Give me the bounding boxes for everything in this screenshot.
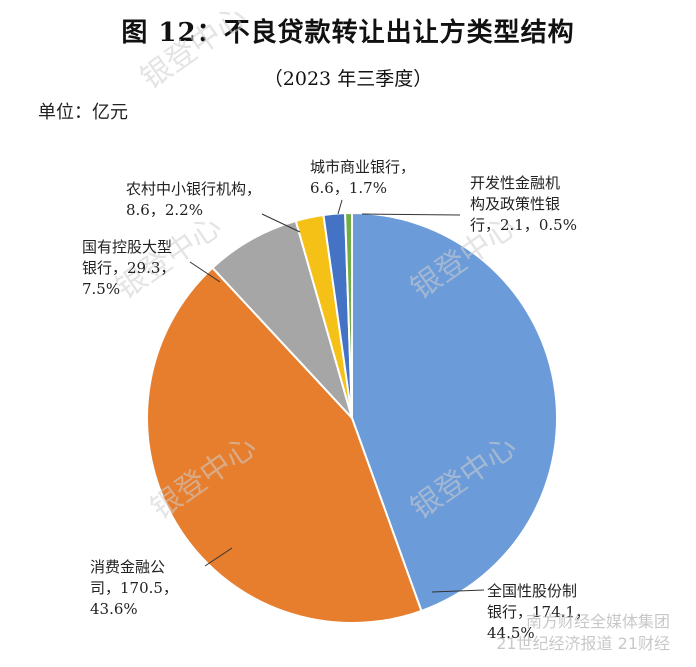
leader-line-4 [337,199,343,215]
slice-label-2: 国有控股大型 [82,238,172,256]
slice-label-4: 城市商业银行， [310,158,415,176]
slice-label-3: 农村中小银行机构， [126,180,261,198]
leader-line-5 [361,213,461,216]
publisher-watermark-line2: 21世纪经济报道 21财经 [496,634,670,653]
unit-label: 单位：亿元 [38,102,128,123]
pie-slice-2 [211,219,353,419]
leader-line-1 [204,547,233,567]
publisher-watermark: 南方财经全媒体集团 21世纪经济报道 21财经 [496,611,670,655]
slice-label-0: 全国性股份制 [487,582,577,600]
pie-slice-1 [146,266,423,624]
slice-label-1: 消费金融公 [90,558,165,576]
slice-label-2: 银行，29.3， [82,259,175,277]
pie-slice-5 [344,211,353,419]
leader-line-2 [189,261,221,283]
slice-label-4: 6.6，1.7% [310,179,387,197]
slice-label-5: 行，2.1，0.5% [470,216,577,234]
publisher-watermark-line1: 南方财经全媒体集团 [525,612,670,631]
slice-label-1: 司，170.5， [90,579,178,597]
slice-label-3: 8.6，2.2% [126,201,203,219]
leader-line-0 [431,589,485,593]
leader-line-3 [261,213,301,233]
chart-title: 图 12：不良贷款转让出让方类型结构 [121,18,575,48]
watermark-text: 银登中心 [135,0,253,97]
slice-label-1: 43.6% [90,600,138,618]
slice-label-0: 银行，174.1， [487,603,590,621]
slice-label-0: 44.5% [487,624,535,642]
pie-slice-0 [351,211,558,613]
slice-label-5: 构及政策性银 [470,195,560,213]
slice-label-5: 开发性金融机 [470,174,560,192]
chart-subtitle: （2023 年三季度） [263,68,433,90]
slice-label-2: 7.5% [82,280,120,298]
